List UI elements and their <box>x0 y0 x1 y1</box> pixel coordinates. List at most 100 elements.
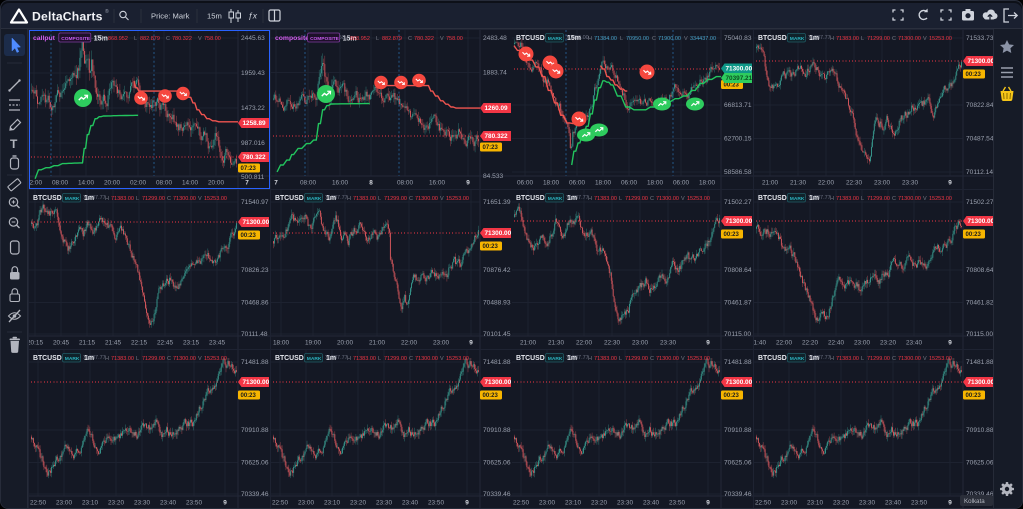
svg-text:06:00: 06:00 <box>517 180 533 187</box>
svg-text:23:30: 23:30 <box>859 500 875 507</box>
svg-text:00:23: 00:23 <box>241 393 257 399</box>
svg-text:20:45: 20:45 <box>53 340 69 347</box>
svg-text:21:00: 21:00 <box>520 340 536 347</box>
svg-text:1m: 1m <box>567 355 577 362</box>
svg-text:9: 9 <box>948 340 952 347</box>
svg-text:23:30: 23:30 <box>617 500 633 507</box>
svg-text:22:50: 22:50 <box>755 500 771 507</box>
svg-text:9: 9 <box>223 500 227 507</box>
svg-text:23:40: 23:40 <box>906 340 922 347</box>
svg-text:58586.58: 58586.58 <box>724 169 752 176</box>
svg-text:BTCUSD: BTCUSD <box>275 195 304 202</box>
svg-text:02:00: 02:00 <box>29 180 42 187</box>
svg-text:71300.00: 71300.00 <box>485 230 512 237</box>
svg-text:9: 9 <box>948 500 952 507</box>
svg-text:62700.15: 62700.15 <box>724 136 752 143</box>
svg-text:1258.89: 1258.89 <box>243 120 267 127</box>
svg-text:BTCUSD: BTCUSD <box>758 195 787 202</box>
svg-text:23:20: 23:20 <box>833 500 849 507</box>
svg-text:70112.14: 70112.14 <box>966 169 993 176</box>
svg-text:500.811: 500.811 <box>241 174 265 181</box>
svg-text:70468.86: 70468.86 <box>241 300 269 307</box>
svg-text:Kolkata: Kolkata <box>964 498 985 505</box>
svg-text:23:20: 23:20 <box>350 500 366 507</box>
svg-text:22:50: 22:50 <box>272 500 288 507</box>
svg-text:70876.42: 70876.42 <box>483 267 511 274</box>
svg-text:23:30: 23:30 <box>902 180 918 187</box>
svg-text:O 71387.77: O 71387.77 <box>560 195 589 201</box>
svg-text:71300.00: 71300.00 <box>726 218 753 225</box>
svg-text:21:40: 21:40 <box>754 340 766 347</box>
svg-text:22:20: 22:20 <box>802 340 818 347</box>
svg-text:780.322: 780.322 <box>485 133 509 140</box>
svg-text:21:45: 21:45 <box>105 340 121 347</box>
svg-text:71300.00: 71300.00 <box>485 379 512 386</box>
svg-text:70339.46: 70339.46 <box>724 491 752 498</box>
svg-text:23:45: 23:45 <box>209 340 225 347</box>
svg-text:23:40: 23:40 <box>402 500 418 507</box>
svg-text:9: 9 <box>706 340 710 347</box>
svg-text:70808.64: 70808.64 <box>966 267 994 274</box>
svg-text:1m: 1m <box>84 195 94 202</box>
svg-text:23:00: 23:00 <box>56 500 72 507</box>
svg-text:08:00: 08:00 <box>397 180 413 187</box>
svg-text:ƒx: ƒx <box>248 11 258 21</box>
svg-text:70625.06: 70625.06 <box>241 460 269 467</box>
svg-text:COMPOSITE: COMPOSITE <box>310 36 340 42</box>
svg-text:70488.93: 70488.93 <box>483 300 511 307</box>
svg-text:22:45: 22:45 <box>157 340 173 347</box>
svg-text:1m: 1m <box>809 35 819 42</box>
svg-text:O 71387.77: O 71387.77 <box>319 195 348 201</box>
svg-text:15m: 15m <box>207 12 222 21</box>
svg-text:70826.23: 70826.23 <box>241 267 269 274</box>
svg-text:71502.27: 71502.27 <box>724 199 752 206</box>
svg-text:O 71387.77: O 71387.77 <box>77 355 106 361</box>
svg-text:15m: 15m <box>94 36 108 43</box>
svg-text:00:23: 00:23 <box>724 393 740 399</box>
svg-text:O 71387.77: O 71387.77 <box>319 355 348 361</box>
svg-text:08:00: 08:00 <box>300 180 316 187</box>
svg-text:23:50: 23:50 <box>669 500 685 507</box>
svg-text:00:23: 00:23 <box>241 233 257 239</box>
svg-text:02:00: 02:00 <box>130 180 146 187</box>
svg-text:70822.84: 70822.84 <box>966 102 994 109</box>
svg-text:00:23: 00:23 <box>724 83 740 89</box>
svg-text:18:00: 18:00 <box>273 340 289 347</box>
svg-text:22:30: 22:30 <box>846 180 862 187</box>
svg-text:COMPOSITE: COMPOSITE <box>61 36 91 42</box>
svg-text:06:00: 06:00 <box>673 180 689 187</box>
svg-text:70115.00: 70115.00 <box>966 331 993 338</box>
svg-text:23:00: 23:00 <box>781 500 797 507</box>
svg-text:BTCUSD: BTCUSD <box>33 355 62 362</box>
svg-text:71540.97: 71540.97 <box>241 199 269 206</box>
svg-text:23:00: 23:00 <box>874 180 890 187</box>
svg-text:71481.88: 71481.88 <box>483 359 511 366</box>
svg-text:23:15: 23:15 <box>183 340 199 347</box>
svg-text:7: 7 <box>245 180 249 187</box>
svg-text:70339.46: 70339.46 <box>483 491 511 498</box>
svg-text:71300.00: 71300.00 <box>726 66 753 73</box>
svg-text:1m: 1m <box>809 195 819 202</box>
svg-text:1473.22: 1473.22 <box>241 105 265 112</box>
svg-text:08:00: 08:00 <box>52 180 68 187</box>
svg-text:70115.00: 70115.00 <box>724 331 751 338</box>
svg-text:00:23: 00:23 <box>483 393 499 399</box>
svg-text:16:00: 16:00 <box>332 180 348 187</box>
svg-text:18:00: 18:00 <box>543 180 559 187</box>
svg-text:06:00: 06:00 <box>569 180 585 187</box>
svg-text:7: 7 <box>274 180 278 187</box>
svg-text:MARK: MARK <box>65 356 80 362</box>
svg-text:22:40: 22:40 <box>828 340 844 347</box>
svg-text:23:30: 23:30 <box>660 340 676 347</box>
svg-text:23:00: 23:00 <box>298 500 314 507</box>
svg-text:23:10: 23:10 <box>807 500 823 507</box>
svg-text:70910.88: 70910.88 <box>483 427 511 434</box>
svg-text:21:15: 21:15 <box>79 340 95 347</box>
svg-text:14:00: 14:00 <box>182 180 198 187</box>
svg-text:70808.64: 70808.64 <box>724 267 752 274</box>
svg-text:22:50: 22:50 <box>513 500 529 507</box>
